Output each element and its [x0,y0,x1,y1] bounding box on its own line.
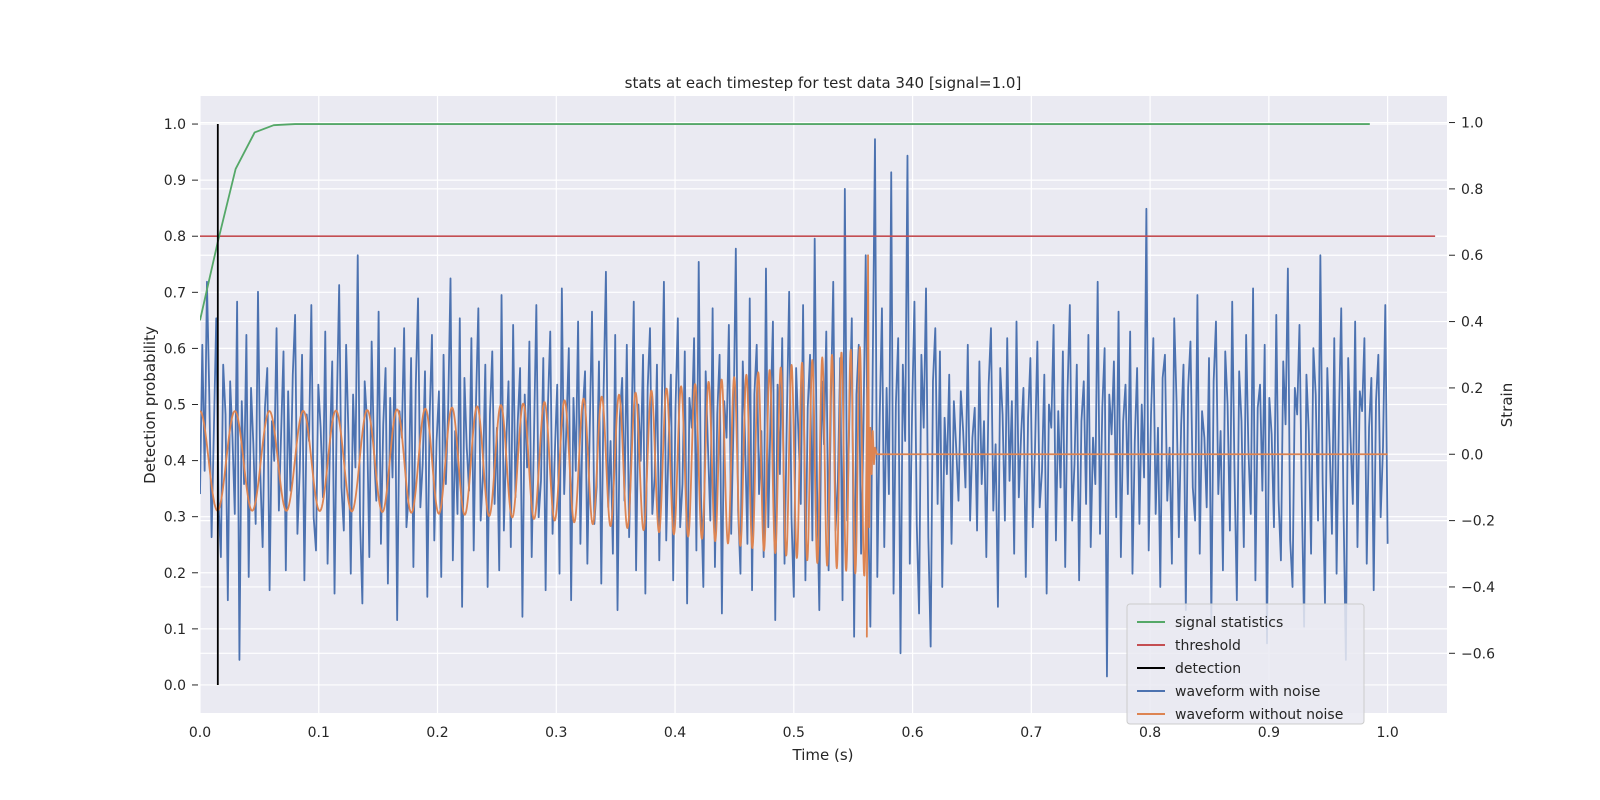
x-axis-title: Time (s) [792,746,854,764]
y2-tick-label: 0.2 [1461,381,1483,397]
y2-tick-label: 1.0 [1461,116,1483,132]
y-tick-label: 0.8 [164,229,186,245]
y2-tick-label: −0.6 [1461,646,1495,662]
y-axis-right: −0.6 −0.4 −0.2 0.0 0.2 0.4 0.6 0.8 1.0 [1449,116,1495,662]
y-axis-title: Detection probability [141,326,159,484]
series-waveform-with-noise [200,138,1389,678]
y2-tick-label: 0.8 [1461,182,1483,198]
y2-axis-title: Strain [1498,383,1516,427]
y2-tick-label: −0.2 [1461,514,1495,530]
legend-label: waveform without noise [1175,707,1343,723]
y-axis-left: 0.0 0.1 0.2 0.3 0.4 0.5 0.6 0.7 0.8 0.9 1.0 [164,117,198,694]
y2-tick-label: 0.0 [1461,447,1483,463]
series-layer [200,123,1436,685]
x-tick-label: 0.8 [1139,725,1161,741]
legend: signal statistics threshold detection wavef… [1126,603,1365,725]
y-tick-label: 0.7 [164,285,186,301]
chart-title: stats at each timestep for test data 340… [625,74,1022,92]
y2-tick-label: 0.4 [1461,315,1483,331]
x-tick-label: 0.4 [664,725,686,741]
x-tick-label: 1.0 [1376,725,1398,741]
y-tick-label: 0.5 [164,398,186,414]
x-tick-label: 0.7 [1020,725,1042,741]
y-tick-label: 0.6 [164,341,186,357]
y-tick-label: 1.0 [164,117,186,133]
y-tick-label: 0.1 [164,622,186,638]
y-tick-label: 0.2 [164,566,186,582]
y-tick-label: 0.0 [164,678,186,694]
legend-label: signal statistics [1175,615,1283,631]
x-axis: 0.0 0.1 0.2 0.3 0.4 0.5 0.6 0.7 0.8 0.9 1.0 [189,725,1399,741]
x-tick-label: 0.1 [308,725,330,741]
y2-tick-label: −0.4 [1461,580,1495,596]
x-tick-label: 0.3 [545,725,567,741]
x-tick-label: 0.0 [189,725,211,741]
series-signal-statistics [200,123,1370,321]
x-tick-label: 0.6 [901,725,923,741]
legend-label: waveform with noise [1175,684,1320,700]
series-waveform-without-noise [200,254,1388,638]
legend-label: threshold [1175,638,1241,654]
y-tick-label: 0.9 [164,173,186,189]
legend-label: detection [1175,661,1241,677]
x-tick-label: 0.9 [1258,725,1280,741]
y2-tick-label: 0.6 [1461,248,1483,264]
x-tick-label: 0.2 [426,725,448,741]
x-tick-label: 0.5 [783,725,805,741]
legend-box [1126,603,1365,725]
y-tick-label: 0.3 [164,510,186,526]
y-tick-label: 0.4 [164,454,186,470]
